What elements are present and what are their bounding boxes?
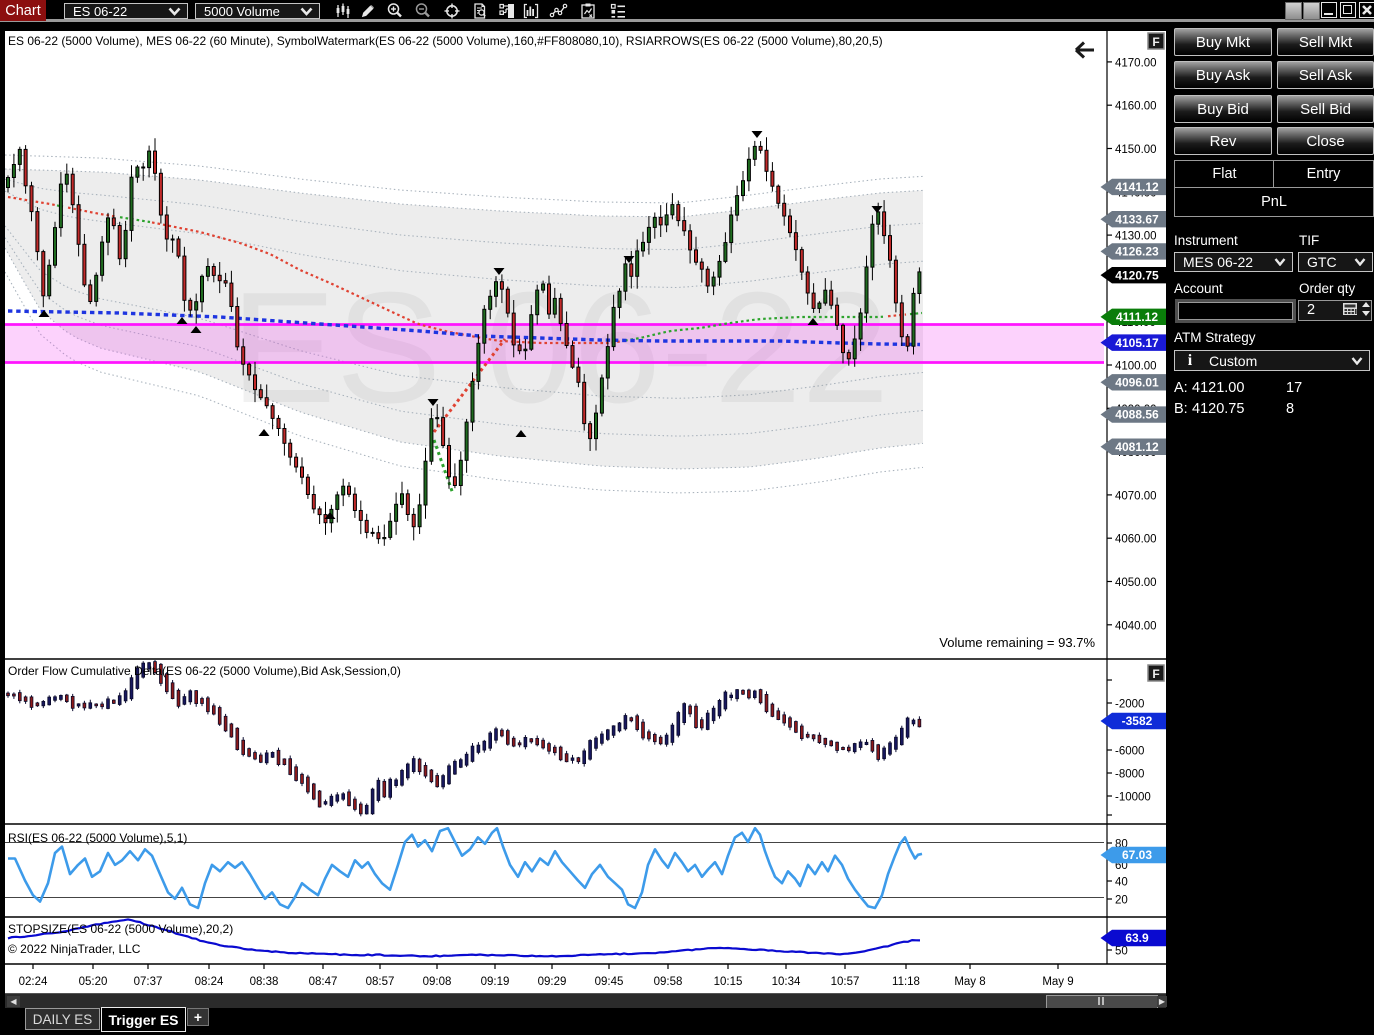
svg-text:4170.00: 4170.00	[1115, 57, 1157, 69]
svg-text:4105.17: 4105.17	[1115, 336, 1159, 350]
svg-text:09:58: 09:58	[654, 976, 683, 988]
svg-text:08:24: 08:24	[195, 976, 224, 988]
svg-text:40: 40	[1115, 877, 1128, 889]
svg-text:F: F	[1152, 35, 1159, 49]
svg-text:4040.00: 4040.00	[1115, 620, 1157, 632]
svg-text:4096.01: 4096.01	[1115, 375, 1159, 389]
svg-text:-8000: -8000	[1115, 769, 1144, 781]
svg-text:-6000: -6000	[1115, 746, 1144, 758]
svg-text:50: 50	[1115, 946, 1128, 958]
svg-text:-3582: -3582	[1122, 714, 1153, 728]
svg-text:67.03: 67.03	[1122, 848, 1152, 862]
svg-text:09:45: 09:45	[595, 976, 624, 988]
svg-text:4050.00: 4050.00	[1115, 577, 1157, 589]
svg-text:Order Flow Cumulative Delta(ES: Order Flow Cumulative Delta(ES 06-22 (50…	[8, 664, 401, 678]
svg-text:09:08: 09:08	[423, 976, 452, 988]
svg-text:11:18: 11:18	[892, 976, 920, 988]
svg-text:Volume remaining = 93.7%: Volume remaining = 93.7%	[939, 635, 1095, 650]
svg-text:20: 20	[1115, 895, 1128, 907]
svg-text:4160.00: 4160.00	[1115, 101, 1157, 113]
svg-text:4141.12: 4141.12	[1115, 180, 1159, 194]
svg-text:4150.00: 4150.00	[1115, 144, 1157, 156]
svg-text:63.9: 63.9	[1125, 931, 1149, 945]
svg-text:4133.67: 4133.67	[1115, 212, 1159, 226]
svg-text:08:57: 08:57	[366, 976, 395, 988]
svg-text:4126.23: 4126.23	[1115, 245, 1159, 259]
svg-text:4088.56: 4088.56	[1115, 408, 1159, 422]
svg-text:STOPSIZE(ES 06-22 (5000 Volume: STOPSIZE(ES 06-22 (5000 Volume),20,2)	[8, 922, 233, 936]
svg-text:4081.12: 4081.12	[1115, 440, 1159, 454]
svg-text:09:29: 09:29	[538, 976, 567, 988]
svg-text:4111.12: 4111.12	[1116, 310, 1158, 324]
svg-text:10:15: 10:15	[714, 976, 743, 988]
svg-text:-10000: -10000	[1115, 792, 1151, 804]
svg-text:-2000: -2000	[1115, 699, 1144, 711]
svg-text:F: F	[1152, 667, 1159, 681]
svg-text:09:19: 09:19	[481, 976, 510, 988]
svg-text:May 9: May 9	[1042, 976, 1073, 988]
svg-text:4060.00: 4060.00	[1115, 534, 1157, 546]
svg-text:4070.00: 4070.00	[1115, 490, 1157, 502]
svg-text:05:20: 05:20	[79, 976, 108, 988]
svg-text:4100.00: 4100.00	[1115, 361, 1157, 373]
svg-text:ES 06-22: ES 06-22	[231, 260, 890, 436]
svg-text:08:38: 08:38	[250, 976, 279, 988]
svg-text:4130.00: 4130.00	[1115, 231, 1157, 243]
svg-text:08:47: 08:47	[309, 976, 338, 988]
svg-text:02:24: 02:24	[19, 976, 48, 988]
svg-text:10:57: 10:57	[831, 976, 860, 988]
svg-text:07:37: 07:37	[134, 976, 163, 988]
svg-text:May 8: May 8	[954, 976, 985, 988]
svg-text:© 2022 NinjaTrader, LLC: © 2022 NinjaTrader, LLC	[8, 942, 141, 956]
svg-text:10:34: 10:34	[772, 976, 801, 988]
svg-text:4120.75: 4120.75	[1115, 268, 1159, 282]
svg-text:RSI(ES 06-22 (5000 Volume),5,1: RSI(ES 06-22 (5000 Volume),5,1)	[8, 831, 187, 845]
svg-text:ES 06-22 (5000 Volume), MES 06: ES 06-22 (5000 Volume), MES 06-22 (60 Mi…	[8, 34, 883, 48]
